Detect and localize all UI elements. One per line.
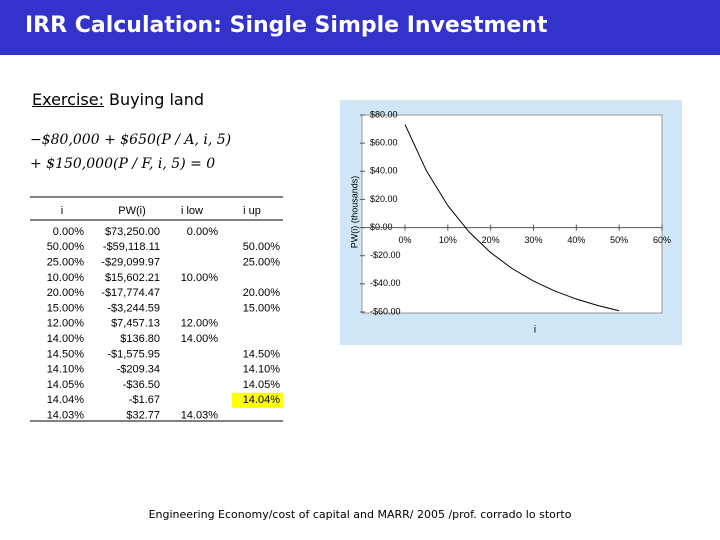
table-cell: 25.00% [47, 257, 85, 269]
table-cell: -$29,099.97 [101, 257, 160, 269]
x-tick-label: 20% [482, 235, 500, 245]
table-cell: -$209.34 [117, 364, 160, 376]
x-tick-label: 60% [653, 235, 671, 245]
column-header: PW(i) [118, 205, 146, 217]
table-cell: 14.10% [47, 364, 85, 376]
table-cell: 14.10% [243, 364, 281, 376]
pw-curve [404, 124, 620, 312]
plot-area [361, 114, 663, 314]
table-cell: -$1.67 [129, 394, 160, 406]
exercise-text: Buying land [103, 90, 205, 109]
table-cell: 10.00% [47, 272, 85, 284]
column-header: i up [243, 205, 261, 217]
x-tick-label: 0% [398, 235, 411, 245]
x-tick-label: 30% [524, 235, 542, 245]
y-tick-label: $60.00 [370, 138, 398, 148]
table-cell: $136.80 [120, 333, 160, 345]
table-cell: $7,457.13 [111, 318, 160, 330]
table-cell: 50.00% [243, 241, 281, 253]
table-cell: 25.00% [243, 257, 281, 269]
table-cell: 15.00% [243, 302, 281, 314]
table-cell: 14.00% [47, 333, 85, 345]
table-cell: $32.77 [126, 410, 160, 422]
y-tick-label: -$40.00 [370, 278, 401, 288]
exercise: Exercise: Buying land [32, 90, 204, 109]
table-cell: 0.00% [187, 226, 218, 238]
table-cell: 14.04% [47, 394, 85, 406]
title-bar: IRR Calculation: Single Simple Investmen… [0, 0, 720, 55]
table-cell: 14.50% [243, 348, 281, 360]
table-cell: 14.03% [181, 410, 219, 422]
table-cell: -$36.50 [123, 379, 160, 391]
highlight [232, 392, 283, 408]
table-cell: $15,602.21 [105, 272, 160, 284]
footer: Engineering Economy/cost of capital and … [148, 508, 572, 521]
equation-line: + $150,000(P / F, i, 5) = 0 [30, 156, 216, 172]
table-cell: 14.05% [47, 379, 85, 391]
y-tick-label: $20.00 [370, 194, 398, 204]
table-cell: 14.03% [47, 410, 85, 422]
table-cell: 20.00% [243, 287, 281, 299]
table-cell: 0.00% [53, 226, 84, 238]
table-cell: 20.00% [47, 287, 85, 299]
table-cell: 14.50% [47, 348, 85, 360]
table-cell: -$1,575.95 [107, 348, 160, 360]
equation-line: −$80,000 + $650(P / A, i, 5) [30, 132, 232, 148]
x-axis-label: i [534, 325, 536, 336]
table-cell: $73,250.00 [105, 226, 160, 238]
table-cell: 14.00% [181, 333, 219, 345]
table-cell: 15.00% [47, 302, 85, 314]
column-header: i [61, 205, 63, 217]
table-cell: -$59,118.11 [103, 241, 160, 253]
x-tick-label: 40% [567, 235, 585, 245]
title: IRR Calculation: Single Simple Investmen… [25, 13, 548, 38]
y-tick-label: -$20.00 [370, 250, 401, 260]
y-tick-label: -$60.00 [370, 306, 401, 316]
table-cell: 14.04% [243, 394, 281, 406]
table-cell: 10.00% [181, 272, 219, 284]
table-cell: -$3,244.59 [107, 302, 160, 314]
y-axis-label: PW(i) (thousands) [349, 176, 359, 249]
exercise-label: Exercise: [32, 90, 104, 109]
table-cell: -$17,774.47 [101, 287, 160, 299]
y-tick-label: $80.00 [370, 109, 398, 119]
x-tick-label: 50% [610, 235, 628, 245]
x-tick-label: 10% [439, 235, 457, 245]
table-cell: 50.00% [47, 241, 85, 253]
y-tick-label: $40.00 [370, 166, 398, 176]
table-cell: 12.00% [47, 318, 85, 330]
y-tick-label: $0.00 [370, 222, 393, 232]
column-header: i low [181, 205, 203, 217]
table-cell: 12.00% [181, 318, 219, 330]
table-cell: 14.05% [243, 379, 281, 391]
